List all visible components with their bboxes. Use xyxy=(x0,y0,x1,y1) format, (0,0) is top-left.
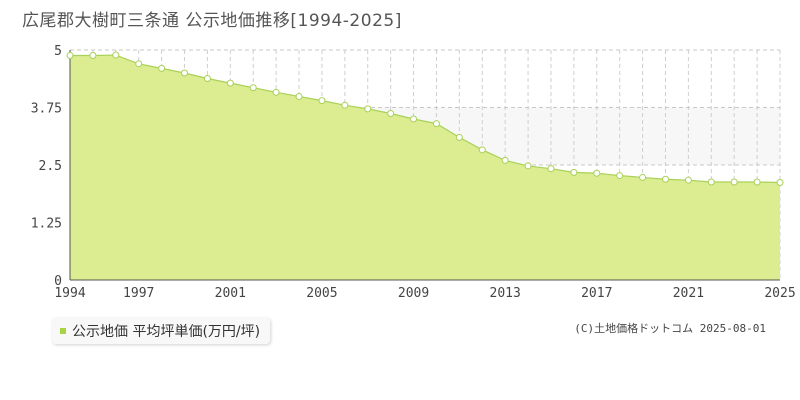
data-point xyxy=(272,88,280,96)
x-tick-label: 2013 xyxy=(490,286,521,301)
series-area xyxy=(70,55,780,281)
x-tick-label: 1994 xyxy=(54,286,85,301)
data-point xyxy=(66,52,74,60)
data-point xyxy=(181,69,189,77)
data-point xyxy=(639,173,647,181)
data-point xyxy=(203,75,211,83)
data-point xyxy=(501,156,509,164)
data-point xyxy=(776,178,784,186)
y-tick-label: 0 xyxy=(54,274,62,289)
data-point xyxy=(112,51,120,59)
data-point xyxy=(226,79,234,87)
data-point xyxy=(524,162,532,170)
x-tick-label: 2005 xyxy=(306,286,337,301)
copyright-text: (C)土地価格ドットコム 2025-08-01 xyxy=(574,322,766,335)
series-line xyxy=(70,54,781,184)
x-tick-label: 2021 xyxy=(673,286,704,301)
data-point xyxy=(341,101,349,109)
data-point xyxy=(478,146,486,154)
data-point xyxy=(387,109,395,117)
data-point xyxy=(753,178,761,186)
x-tick-label: 2017 xyxy=(581,286,612,301)
legend-label: 公示地価 平均坪単価(万円/坪) xyxy=(72,324,261,340)
data-point xyxy=(455,133,463,141)
data-point xyxy=(707,178,715,186)
x-tick-label: 2009 xyxy=(398,286,429,301)
data-point xyxy=(364,105,372,113)
legend: 公示地価 平均坪単価(万円/坪) xyxy=(52,318,271,344)
x-tick-label: 2025 xyxy=(764,286,795,301)
y-tick-label: 2.5 xyxy=(39,159,62,174)
data-point xyxy=(295,92,303,100)
data-point xyxy=(158,64,166,72)
data-point xyxy=(89,52,97,60)
data-point xyxy=(410,115,418,123)
data-point xyxy=(318,97,326,105)
data-point xyxy=(570,168,578,176)
y-tick-label: 5 xyxy=(54,44,62,59)
data-point xyxy=(616,172,624,180)
data-point xyxy=(135,60,143,68)
data-point xyxy=(593,169,601,177)
y-tick-label: 1.25 xyxy=(31,217,62,232)
data-point xyxy=(730,178,738,186)
data-point xyxy=(684,176,692,184)
y-tick-label: 3.75 xyxy=(31,102,62,117)
data-point xyxy=(661,175,669,183)
x-tick-label: 1997 xyxy=(123,286,154,301)
chart-title: 広尾郡大樹町三条通 公示地価推移[1994-2025] xyxy=(22,11,402,31)
data-point xyxy=(249,84,257,92)
data-point xyxy=(547,165,555,173)
legend-swatch xyxy=(60,328,66,334)
x-tick-label: 2001 xyxy=(215,286,246,301)
data-point xyxy=(432,120,440,128)
